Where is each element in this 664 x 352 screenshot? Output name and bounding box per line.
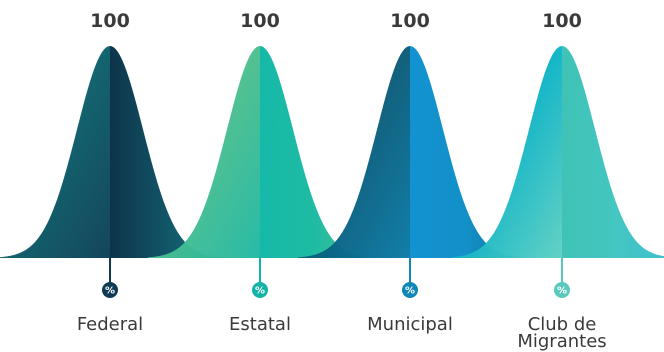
value-label: 100	[390, 10, 430, 32]
percent-marker-icon	[402, 282, 418, 298]
curve-left-federal	[0, 46, 110, 258]
percent-marker-text: %	[255, 286, 265, 297]
category-label: Club de Migrantes	[517, 314, 606, 352]
value-label: 100	[90, 10, 130, 32]
percent-marker-text: %	[105, 286, 115, 297]
percent-marker-text: %	[557, 286, 567, 297]
curve-left-municipal	[298, 46, 410, 258]
curve-left-estatal	[148, 46, 260, 258]
category-label: Estatal	[229, 314, 291, 335]
value-label: 100	[240, 10, 280, 32]
curve-right-club-de-migrantes	[562, 46, 664, 258]
curve-right-municipal	[410, 46, 522, 258]
category-label: Federal	[77, 314, 143, 335]
value-label: 100	[542, 10, 582, 32]
category-label: Municipal	[367, 314, 453, 335]
curve-right-estatal	[260, 46, 372, 258]
curve-left-club-de-migrantes	[450, 46, 562, 258]
percent-marker-icon	[102, 282, 118, 298]
curve-right-federal	[110, 46, 222, 258]
percent-marker-icon	[554, 282, 570, 298]
labels-group: 100 Federal 100 Estatal 100 Municipal 100 Club …	[77, 10, 607, 352]
percent-marker-text: %	[405, 286, 415, 297]
percent-marker-icon	[252, 282, 268, 298]
curves-group	[0, 46, 664, 258]
markers-group: %%%%	[102, 258, 570, 298]
